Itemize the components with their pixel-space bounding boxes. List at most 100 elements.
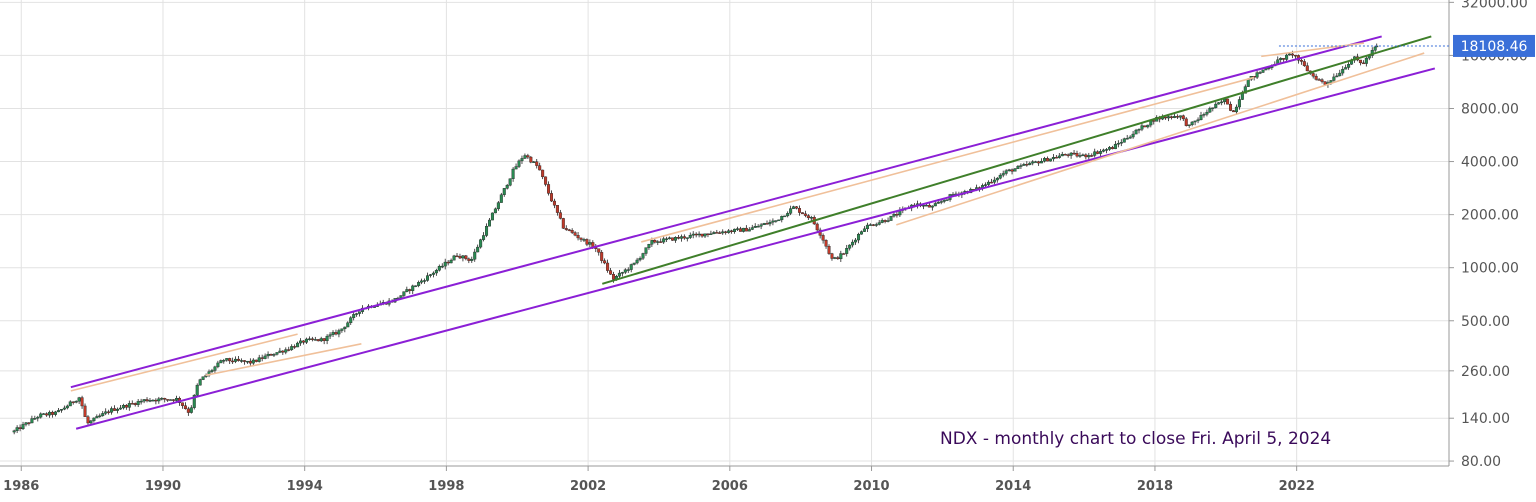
candle-body [930,205,934,208]
candle-body [750,227,754,230]
candle-body [1140,125,1144,130]
candle-body [266,353,270,357]
candle-body [1099,151,1103,154]
candle-body [316,339,320,342]
candle-body [809,217,813,219]
candles [12,43,1379,435]
candle-body [92,417,96,422]
candle-body [148,400,152,402]
candle-body [1178,115,1182,118]
candle-body [59,409,63,411]
candle-body [464,255,468,260]
candle-body [1175,116,1179,118]
candle-body [1231,110,1235,113]
candle-body [1347,64,1351,68]
candle-body [222,360,226,362]
candle-body [263,355,267,359]
candle-body [145,399,149,402]
candle-body [662,238,666,243]
candle-body [479,239,483,248]
candle-body [476,246,480,253]
candle-body [346,322,350,328]
candle-body [142,399,146,402]
candle-body [1267,67,1271,69]
candle-body [242,360,246,362]
candle-body [499,194,503,203]
candle-body [1028,162,1032,165]
candle-body [154,399,158,402]
candle-body [301,340,305,343]
candle-body [307,338,311,340]
candle-body [296,342,300,348]
candle-body [700,233,704,237]
candle-body [1293,54,1297,57]
candle-body [1202,114,1206,116]
candle-body [313,339,317,341]
candle-body [874,224,878,226]
candle-body [520,158,524,162]
candle-body [792,206,796,209]
candle-body [1072,152,1076,155]
candle-body [446,261,450,264]
candle-body [118,407,122,410]
candle-body [1226,98,1230,105]
candle-body [983,184,987,186]
candle-body [1019,165,1023,167]
candle-body [653,240,657,243]
candle-body [603,260,607,264]
candle-body [56,410,60,413]
candle-body [576,235,580,239]
candle-body [254,359,258,362]
candle-body [101,413,105,416]
candle-body [842,253,846,255]
candle-body [635,259,639,264]
trendlines [70,35,1436,430]
candle-body [213,366,217,371]
candle-body [839,253,843,260]
candle-body [183,405,187,410]
candle-body [210,370,214,372]
candle-body [1004,170,1008,174]
candle-body [1229,103,1233,111]
candle-body [1022,164,1026,166]
candle-body [86,416,90,424]
candle-body [228,358,232,362]
candle-body [245,360,249,363]
candle-body [322,338,326,341]
candle-body [824,240,828,247]
candle-body [192,394,196,408]
candle-body [482,235,486,240]
candle-body [747,229,751,232]
candle-body [331,332,335,335]
candle-body [1196,119,1200,122]
candle-body [502,188,506,195]
candle-body [694,233,698,236]
candle-body [1338,72,1342,77]
candle-body [1013,168,1017,172]
candle-body [868,224,872,226]
candle-body [272,354,276,356]
y-tick-label: 2000.00 [1461,208,1519,224]
candle-body [733,228,737,232]
candle-body [71,401,75,403]
candle-body [1113,143,1117,150]
candle-body [1237,99,1241,108]
candle-body [124,404,128,408]
candle-body [269,353,273,356]
candle-body [24,422,28,425]
trendline [70,333,298,392]
candle-body [1255,72,1259,78]
candle-body [673,237,677,241]
x-tick-label: 1994 [287,479,323,494]
candle-body [659,241,663,243]
candle-body [30,418,34,424]
candle-body [880,220,884,223]
candle-body [945,199,949,201]
candle-body [644,247,648,254]
x-tick-label: 1998 [428,479,464,494]
candle-body [402,291,406,296]
candle-body [355,313,359,315]
candle-body [986,181,990,185]
candle-body [783,215,787,218]
candle-body [260,357,264,359]
